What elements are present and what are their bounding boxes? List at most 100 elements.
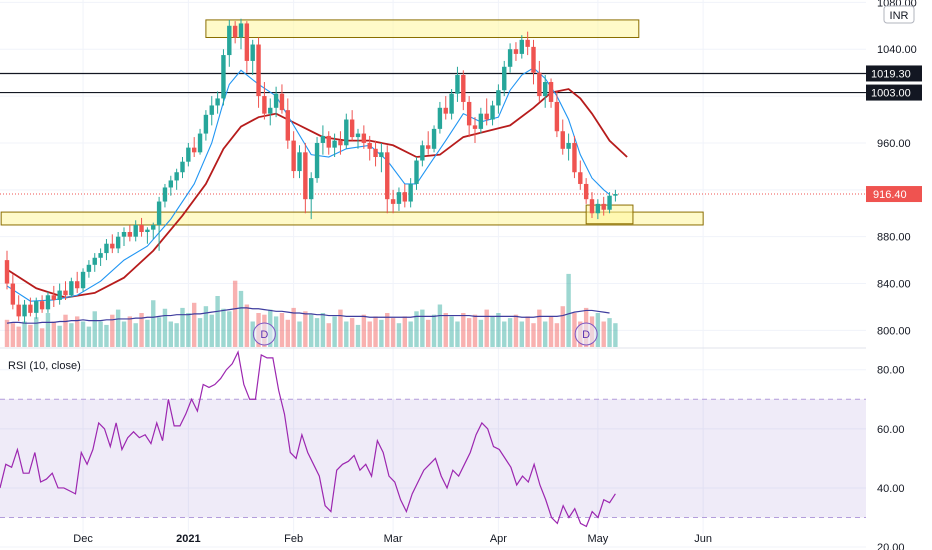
candle <box>133 220 138 242</box>
rsi-tick-label: 40.00 <box>877 483 905 495</box>
candle-body <box>256 44 261 97</box>
volume-bar <box>39 328 45 347</box>
candle <box>168 175 173 196</box>
volume-bar <box>180 307 185 347</box>
volume-bar <box>227 311 232 347</box>
volume-bar <box>490 316 495 347</box>
volume-bar <box>525 316 530 347</box>
candle <box>314 137 320 183</box>
candle <box>250 39 255 75</box>
last-price-tag: 916.40 <box>866 186 922 203</box>
candle-body <box>28 304 33 313</box>
candle-body <box>57 290 62 300</box>
time-tick-label: Mar <box>384 533 403 545</box>
candle-body <box>543 82 548 97</box>
grid <box>0 0 866 548</box>
volume-bar <box>396 323 402 347</box>
volume-bar <box>595 313 601 347</box>
volume-bar <box>420 309 425 347</box>
candle-body <box>408 183 413 202</box>
candle-body <box>466 101 472 126</box>
candle-body <box>525 39 530 47</box>
volume-bar <box>250 321 255 347</box>
volume-bar <box>437 304 443 347</box>
candle <box>490 100 495 126</box>
candle <box>525 31 530 56</box>
dividend-marker[interactable] <box>574 322 598 346</box>
volume-bar <box>373 316 378 347</box>
candle-body <box>361 133 367 143</box>
candle <box>180 157 185 179</box>
candle-body <box>4 260 10 284</box>
candle <box>554 91 560 138</box>
volume-bar <box>309 314 314 347</box>
currency-badge[interactable]: INR <box>883 5 915 24</box>
rsi-band <box>0 399 866 518</box>
candle <box>34 297 39 319</box>
last-price-tag-bg <box>866 186 922 203</box>
volume-bar <box>502 321 507 347</box>
candle-body <box>455 74 460 94</box>
candle <box>414 157 419 190</box>
candle <box>121 227 127 247</box>
candle-body <box>326 135 331 148</box>
candle-body <box>502 66 507 91</box>
candle <box>443 96 448 120</box>
candle-body <box>209 105 214 115</box>
volume-bar <box>69 323 74 347</box>
candle-body <box>174 172 179 181</box>
volume-bar <box>221 308 226 347</box>
price-axis[interactable]: 800.00840.00880.00920.00960.001000.00104… <box>866 0 922 550</box>
volume-bar <box>531 323 536 347</box>
candles-layer <box>4 18 618 324</box>
candle-body <box>291 140 296 172</box>
candle <box>57 283 62 305</box>
level-tag: 1003.00 <box>866 84 922 101</box>
candle <box>297 145 302 179</box>
candle-body <box>595 203 601 214</box>
time-tick-label: May <box>587 533 608 545</box>
candle-body <box>390 199 396 204</box>
candle <box>572 135 577 179</box>
candle-body <box>507 49 513 67</box>
volume-bar <box>232 280 238 347</box>
volume-bar <box>349 318 355 347</box>
volume-bar <box>543 321 548 347</box>
candle <box>51 285 56 307</box>
volume-bar <box>57 325 62 347</box>
candle <box>566 133 571 161</box>
candle <box>355 128 361 149</box>
supply-zone[interactable] <box>205 19 640 38</box>
candle <box>472 117 478 143</box>
volume-bar <box>338 309 343 347</box>
time-axis[interactable]: Dec 2021 Feb Mar Apr May Jun <box>73 533 712 545</box>
volume-bar <box>63 314 68 347</box>
candle-body <box>115 236 121 249</box>
candle <box>197 128 203 155</box>
volume-bar <box>162 308 168 347</box>
candle-body <box>273 93 279 108</box>
candle-body <box>227 25 232 56</box>
volume-bar <box>127 316 133 347</box>
time-tick-label: 2021 <box>176 533 200 545</box>
volume-bar <box>80 321 86 347</box>
candle <box>385 145 390 214</box>
candle-body <box>215 98 220 106</box>
time-tick-label: Dec <box>73 533 93 545</box>
candle-body <box>139 224 144 232</box>
candle <box>98 248 103 266</box>
volume-bar <box>285 319 290 347</box>
volume-bar <box>390 318 396 347</box>
volume-bar <box>320 313 326 347</box>
dividend-marker[interactable] <box>252 322 276 346</box>
volume-bar <box>51 321 56 347</box>
volume-bar <box>314 318 320 347</box>
candle <box>203 110 209 141</box>
candle-body <box>431 128 437 149</box>
candle <box>227 19 232 67</box>
volume-bar <box>279 313 285 347</box>
candle-body <box>578 172 583 184</box>
candle-body <box>86 264 92 272</box>
